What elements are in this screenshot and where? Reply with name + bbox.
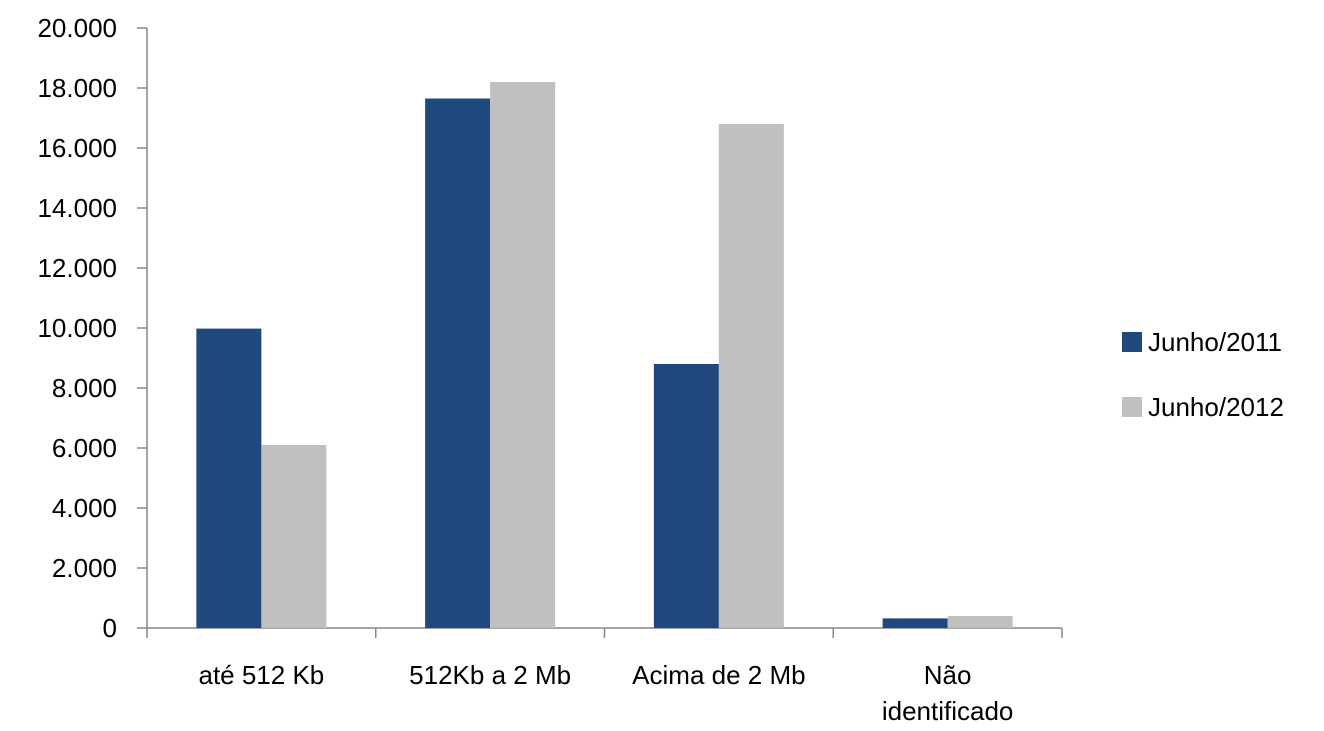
y-tick-label: 16.000 <box>37 133 117 163</box>
x-tick-label-line: 512Kb a 2 Mb <box>409 660 571 690</box>
y-tick-label: 2.000 <box>52 553 117 583</box>
y-tick-label: 8.000 <box>52 373 117 403</box>
x-tick-label-line: Acima de 2 Mb <box>632 660 805 690</box>
bar <box>196 328 262 628</box>
legend-label: Junho/2011 <box>1148 327 1282 357</box>
x-tick-label: Acima de 2 Mb <box>632 660 805 690</box>
x-tick-label: Não identificado <box>882 660 1014 726</box>
y-tick-label: 18.000 <box>37 73 117 103</box>
bar <box>718 124 784 628</box>
bar <box>653 364 719 628</box>
x-tick-label-line: Não <box>924 660 972 690</box>
bar <box>425 98 491 628</box>
legend-swatch <box>1122 332 1142 352</box>
x-tick-label: 512Kb a 2 Mb <box>409 660 571 690</box>
legend-swatch <box>1122 397 1142 417</box>
y-tick-label: 0 <box>103 613 117 643</box>
y-tick-label: 10.000 <box>37 313 117 343</box>
legend: Junho/2011 Junho/2012 <box>1122 327 1284 422</box>
y-tick-label: 14.000 <box>37 193 117 223</box>
y-axis: 0 2.000 4.000 6.000 8.000 10.000 12.000 14.000 1… <box>37 13 148 643</box>
bar <box>882 618 948 628</box>
bar <box>261 445 327 628</box>
y-tick-label: 6.000 <box>52 433 117 463</box>
legend-label: Junho/2012 <box>1148 392 1284 422</box>
x-tick-label-line: até 512 Kb <box>198 660 324 690</box>
y-tick-label: 20.000 <box>37 13 117 43</box>
x-tick-label: até 512 Kb <box>198 660 324 690</box>
bars <box>196 82 1013 628</box>
bar <box>490 82 556 628</box>
bar <box>947 616 1013 628</box>
x-tick-label-line: identificado <box>882 696 1014 726</box>
x-axis: até 512 Kb 512Kb a 2 Mb Acima de 2 Mb Não id… <box>146 627 1063 726</box>
y-tick-label: 4.000 <box>52 493 117 523</box>
y-tick-label: 12.000 <box>37 253 117 283</box>
